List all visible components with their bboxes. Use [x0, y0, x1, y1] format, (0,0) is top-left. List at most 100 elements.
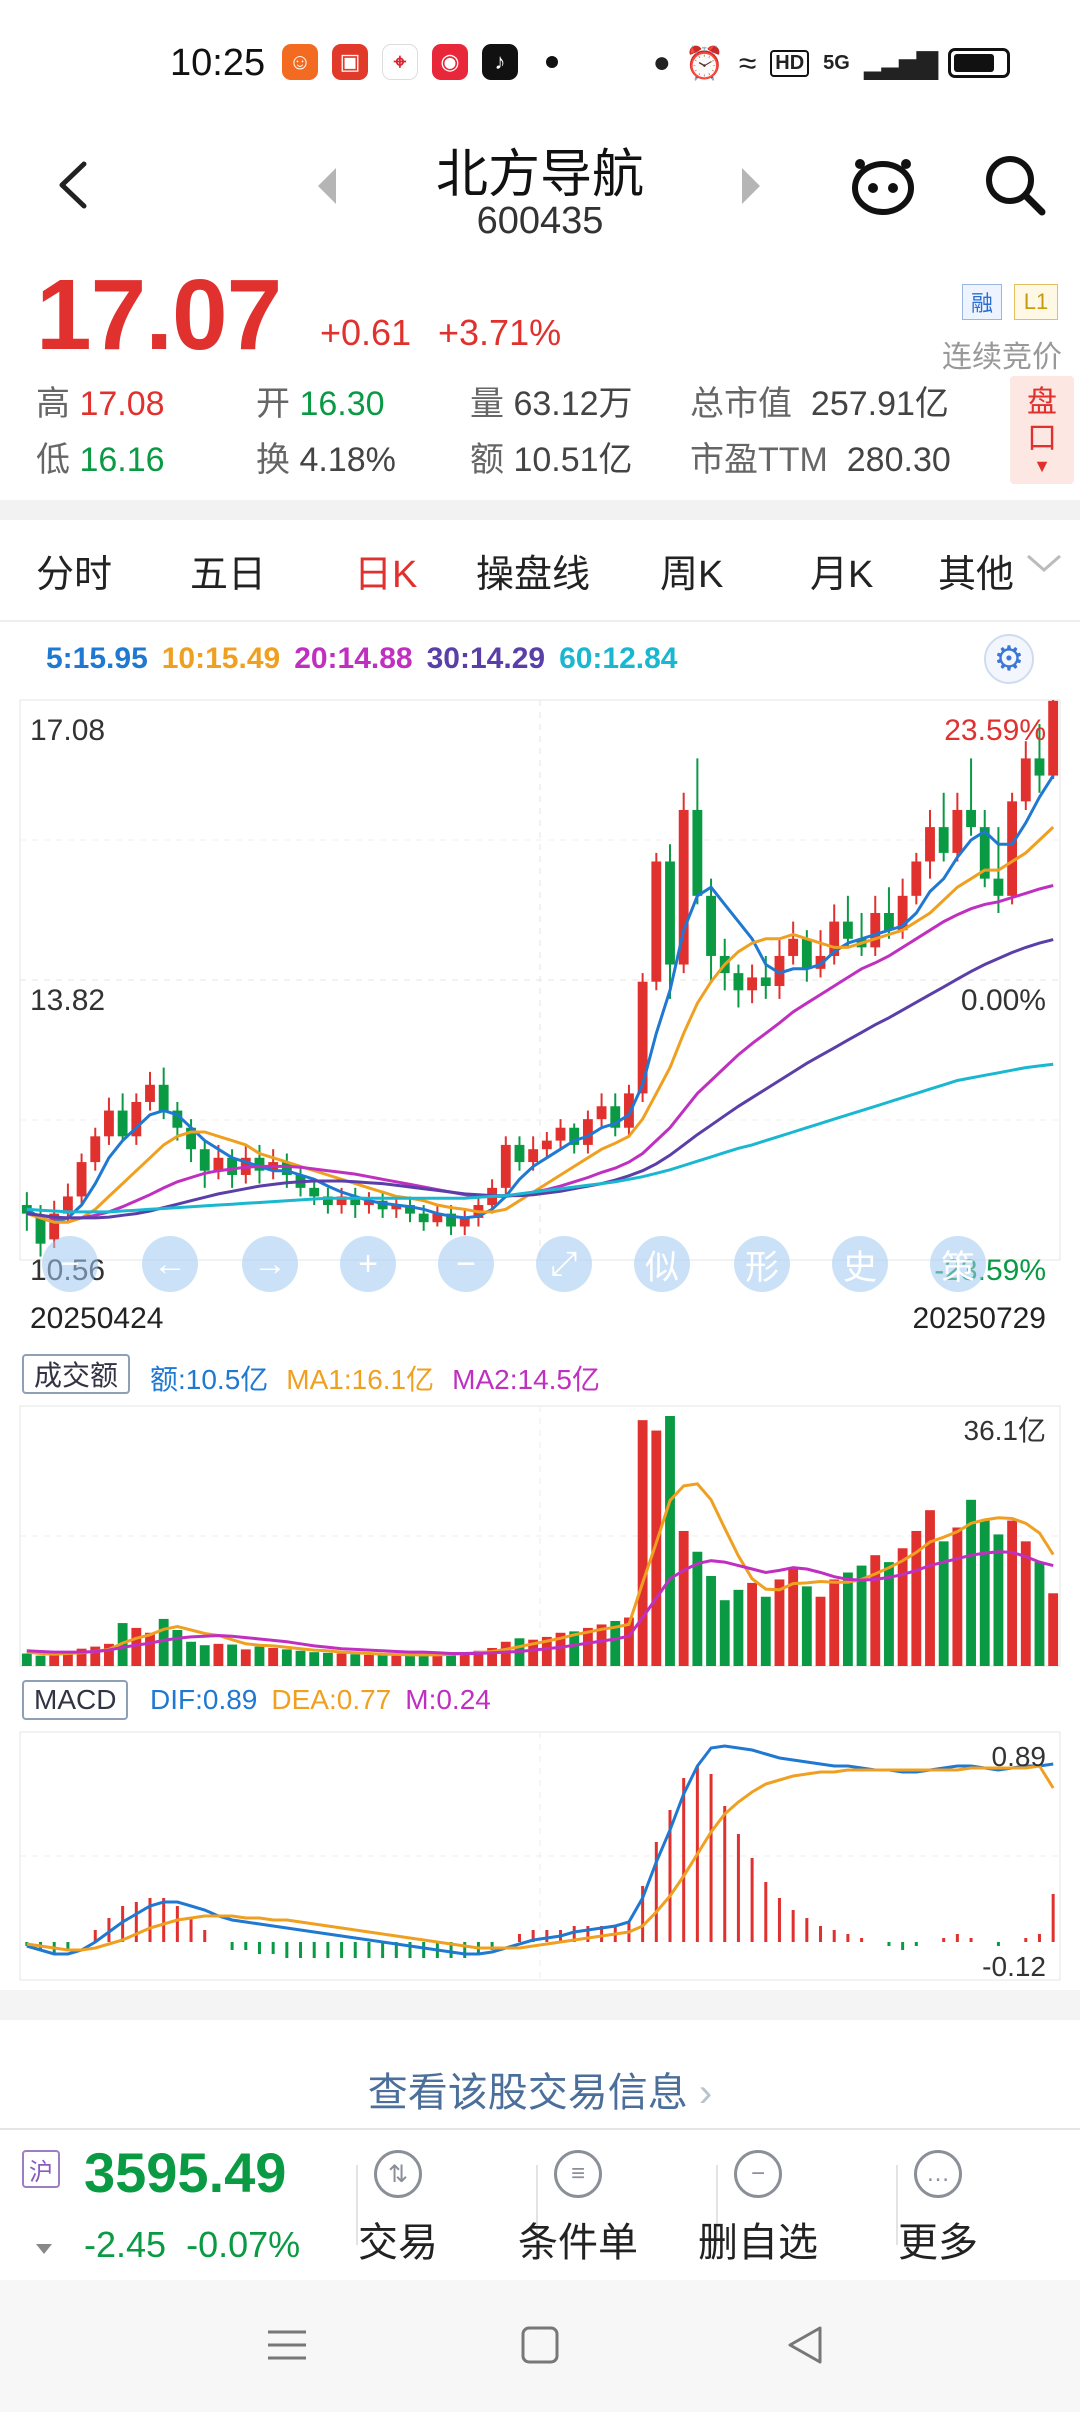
arrow-right-icon[interactable]: →: [242, 1236, 298, 1292]
ma-line: [26, 938, 1054, 1220]
volume-bar: [213, 1643, 224, 1666]
macd-line: [26, 1744, 1054, 1956]
last-price: 17.07: [36, 259, 282, 371]
back-button[interactable]: [38, 150, 108, 220]
volume-bar: [788, 1569, 799, 1666]
status-time: 10:25: [170, 42, 266, 84]
volume-indicator-selector[interactable]: 成交额: [22, 1354, 131, 1394]
candle-body: [979, 827, 990, 879]
kline-chart[interactable]: 17.0813.8210.5623.59%0.00%-23.59%2025042…: [0, 690, 1080, 1990]
pe-stat: 市盈TTM 280.30: [690, 441, 951, 479]
candle-body: [624, 1093, 634, 1128]
tab-5[interactable]: 月K: [810, 554, 874, 596]
candle-body: [637, 981, 648, 1094]
tab-6[interactable]: 其他: [938, 554, 1015, 596]
bottom-action-bar: [0, 2128, 1080, 2278]
volume-bar: [76, 1648, 87, 1666]
candle-body: [582, 1119, 593, 1145]
volume-ma-line: [26, 1482, 1055, 1657]
action-button-1[interactable]: ≡ 条件单: [498, 2150, 658, 2268]
search-button[interactable]: [980, 150, 1050, 220]
amount-stat: 额 10.51亿: [470, 441, 633, 479]
index-value[interactable]: 3595.49: [84, 2141, 287, 2204]
notification-dot-icon: [546, 56, 558, 68]
trade-icon: ⇅: [374, 2150, 422, 2198]
volume-bar: [801, 1586, 812, 1666]
chart-settings-button[interactable]: ⚙: [984, 634, 1034, 684]
volume-bar: [678, 1530, 689, 1666]
volume-stat: 量 63.12万: [470, 385, 633, 423]
pct-top-label: 23.59%: [944, 714, 1046, 747]
expand-icon[interactable]: ⤢: [536, 1236, 592, 1292]
volume-bar: [172, 1629, 183, 1666]
menu-nav-button[interactable]: [262, 2320, 312, 2375]
next-stock-button[interactable]: [742, 168, 760, 204]
robot-icon: [852, 159, 914, 215]
zoom-out-icon[interactable]: −: [42, 1236, 98, 1292]
candle-body: [35, 1217, 46, 1244]
strategy-icon[interactable]: 策: [930, 1236, 986, 1292]
action-divider: [536, 2165, 538, 2245]
volume-bar: [1007, 1520, 1018, 1666]
volume-bar: [364, 1654, 374, 1666]
volume-bar: [719, 1600, 730, 1666]
candle-body: [897, 895, 908, 931]
more-icon: …: [914, 2150, 962, 2198]
ma-legend-item: 20:14.88: [294, 642, 413, 675]
candle-body: [227, 1157, 238, 1175]
back-triangle-icon: [788, 2326, 822, 2364]
volume-bar: [884, 1562, 894, 1666]
candle-body: [993, 878, 1004, 896]
candle-body: [610, 1106, 621, 1128]
chevron-down-icon[interactable]: [1024, 548, 1064, 583]
shape-icon[interactable]: 形: [734, 1236, 790, 1292]
candle-body: [815, 955, 826, 969]
index-down-icon: [36, 2244, 52, 2254]
prev-stock-button[interactable]: [318, 168, 336, 204]
volume-bar: [993, 1534, 1004, 1666]
candle-body: [678, 809, 689, 965]
volume-bar: [459, 1652, 470, 1666]
candle-body: [1020, 758, 1031, 802]
candle-body: [432, 1213, 443, 1223]
volume-bar: [322, 1652, 333, 1666]
order-book-button[interactable]: 盘口 ▼: [1010, 376, 1074, 484]
volume-bar: [90, 1646, 101, 1666]
app-red-packet-icon: ▣: [332, 44, 368, 80]
macd-indicator-selector[interactable]: MACD: [22, 1680, 129, 1720]
assistant-button[interactable]: [848, 152, 918, 218]
signal-badge: 5G: [823, 51, 850, 74]
volume-bar: [1048, 1593, 1059, 1666]
candle-body: [62, 1196, 73, 1214]
tab-1[interactable]: 五日: [190, 554, 267, 596]
arrow-left-icon[interactable]: ←: [142, 1236, 198, 1292]
candle-body: [281, 1162, 292, 1175]
action-button-3[interactable]: … 更多: [858, 2150, 1018, 2268]
ma-legend: 5:15.95 10:15.49 20:14.88 30:14.29 60:12.84: [46, 642, 678, 676]
volume-bar: [487, 1647, 498, 1666]
trade-info-link[interactable]: 查看该股交易信息 ›: [367, 2071, 713, 2115]
action-button-2[interactable]: − 删自选: [678, 2150, 838, 2268]
candle-body: [418, 1213, 429, 1223]
volume-bar: [966, 1499, 976, 1666]
back-nav-button[interactable]: [780, 2320, 830, 2375]
volume-bar: [240, 1649, 251, 1666]
action-label: 更多: [898, 2221, 978, 2265]
similar-icon[interactable]: 似: [634, 1236, 690, 1292]
home-nav-button[interactable]: [515, 2320, 565, 2375]
plus-icon[interactable]: +: [340, 1236, 396, 1292]
open-stat: 开 16.30: [256, 385, 385, 423]
candle-body: [952, 809, 963, 853]
history-icon[interactable]: 史: [832, 1236, 888, 1292]
margin-badge: 融: [962, 284, 1002, 320]
action-button-0[interactable]: ⇅ 交易: [318, 2150, 478, 2268]
minus-icon[interactable]: −: [438, 1236, 494, 1292]
tab-0[interactable]: 分时: [36, 554, 113, 596]
date-end-label: 20250729: [913, 1302, 1046, 1335]
tab-3[interactable]: 操盘线: [476, 554, 591, 596]
condition-order-icon: ≡: [554, 2150, 602, 2198]
system-nav-bar: [0, 2280, 1080, 2412]
candle-body: [500, 1144, 511, 1188]
tab-2[interactable]: 日K: [354, 554, 418, 596]
tab-4[interactable]: 周K: [660, 554, 724, 596]
